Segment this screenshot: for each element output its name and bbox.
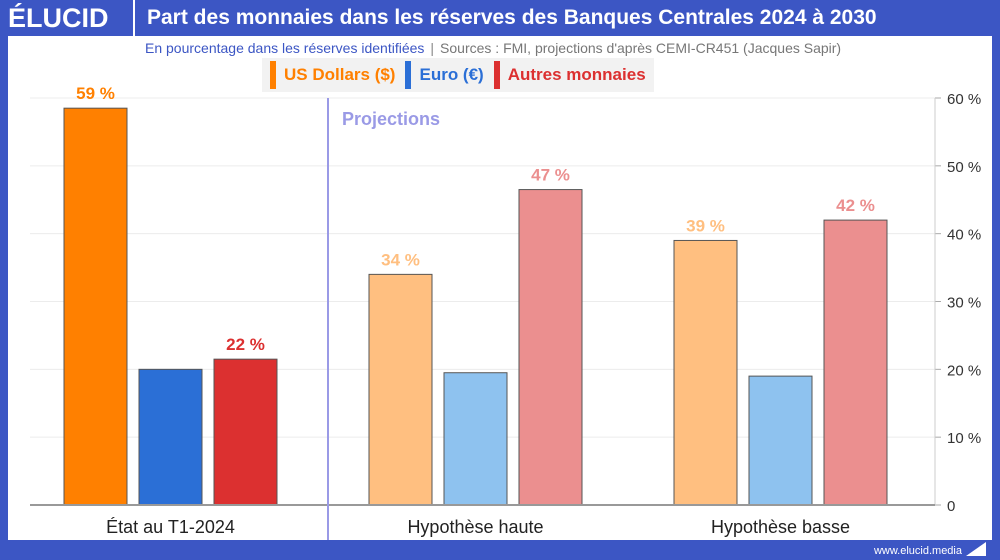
y-tick-label: 10 %	[947, 430, 981, 447]
legend-swatch	[493, 61, 500, 89]
bar	[673, 239, 738, 506]
header: ÉLUCID Part des monnaies dans les réserv…	[0, 0, 1000, 36]
bar	[748, 375, 813, 506]
x-category-label: État au T1-2024	[106, 517, 235, 537]
legend-label: Euro (€)	[419, 65, 484, 84]
data-label: 22 %	[226, 335, 265, 354]
elucid-mark-icon	[966, 542, 986, 556]
subtitle: En pourcentage dans les réserves identif…	[145, 40, 841, 56]
header-divider	[133, 0, 135, 36]
y-tick-label: 40 %	[947, 227, 981, 244]
data-label: 42 %	[836, 196, 875, 215]
y-tick-label: 60 %	[947, 91, 981, 108]
bar	[63, 107, 128, 506]
projections-annotation: Projections	[342, 109, 440, 129]
bar	[213, 358, 278, 506]
legend: US Dollars ($) Euro (€) Autres monnaies	[262, 58, 654, 92]
bar	[368, 273, 433, 506]
legend-item-autres: Autres monnaies	[493, 61, 646, 89]
y-tick-label: 20 %	[947, 362, 981, 379]
footer-url[interactable]: www.elucid.media	[873, 545, 962, 557]
subtitle-separator: |	[430, 40, 435, 56]
bar	[443, 372, 508, 506]
data-label: 59 %	[76, 84, 115, 103]
bar	[138, 368, 203, 506]
data-label: 47 %	[531, 166, 570, 185]
legend-label: US Dollars ($)	[284, 65, 396, 84]
y-tick-label: 0	[947, 498, 955, 515]
chart-title: Part des monnaies dans les réserves des …	[147, 6, 877, 29]
sources: Sources : FMI, projections d'après CEMI-…	[440, 40, 842, 56]
legend-item-usd: US Dollars ($)	[270, 61, 395, 89]
x-category-label: Hypothèse haute	[407, 517, 543, 537]
legend-label: Autres monnaies	[507, 65, 646, 84]
bar	[823, 219, 888, 506]
data-label: 39 %	[686, 216, 725, 235]
subtitle-text: En pourcentage dans les réserves identif…	[145, 40, 425, 56]
logo: ÉLUCID	[8, 3, 109, 33]
bar	[518, 189, 583, 506]
data-label: 34 %	[381, 250, 420, 269]
legend-swatch	[405, 61, 412, 89]
y-tick-label: 50 %	[947, 159, 981, 176]
legend-item-euro: Euro (€)	[405, 61, 484, 89]
legend-swatch	[270, 61, 276, 89]
y-tick-label: 30 %	[947, 295, 981, 312]
x-category-label: Hypothèse basse	[711, 517, 850, 537]
